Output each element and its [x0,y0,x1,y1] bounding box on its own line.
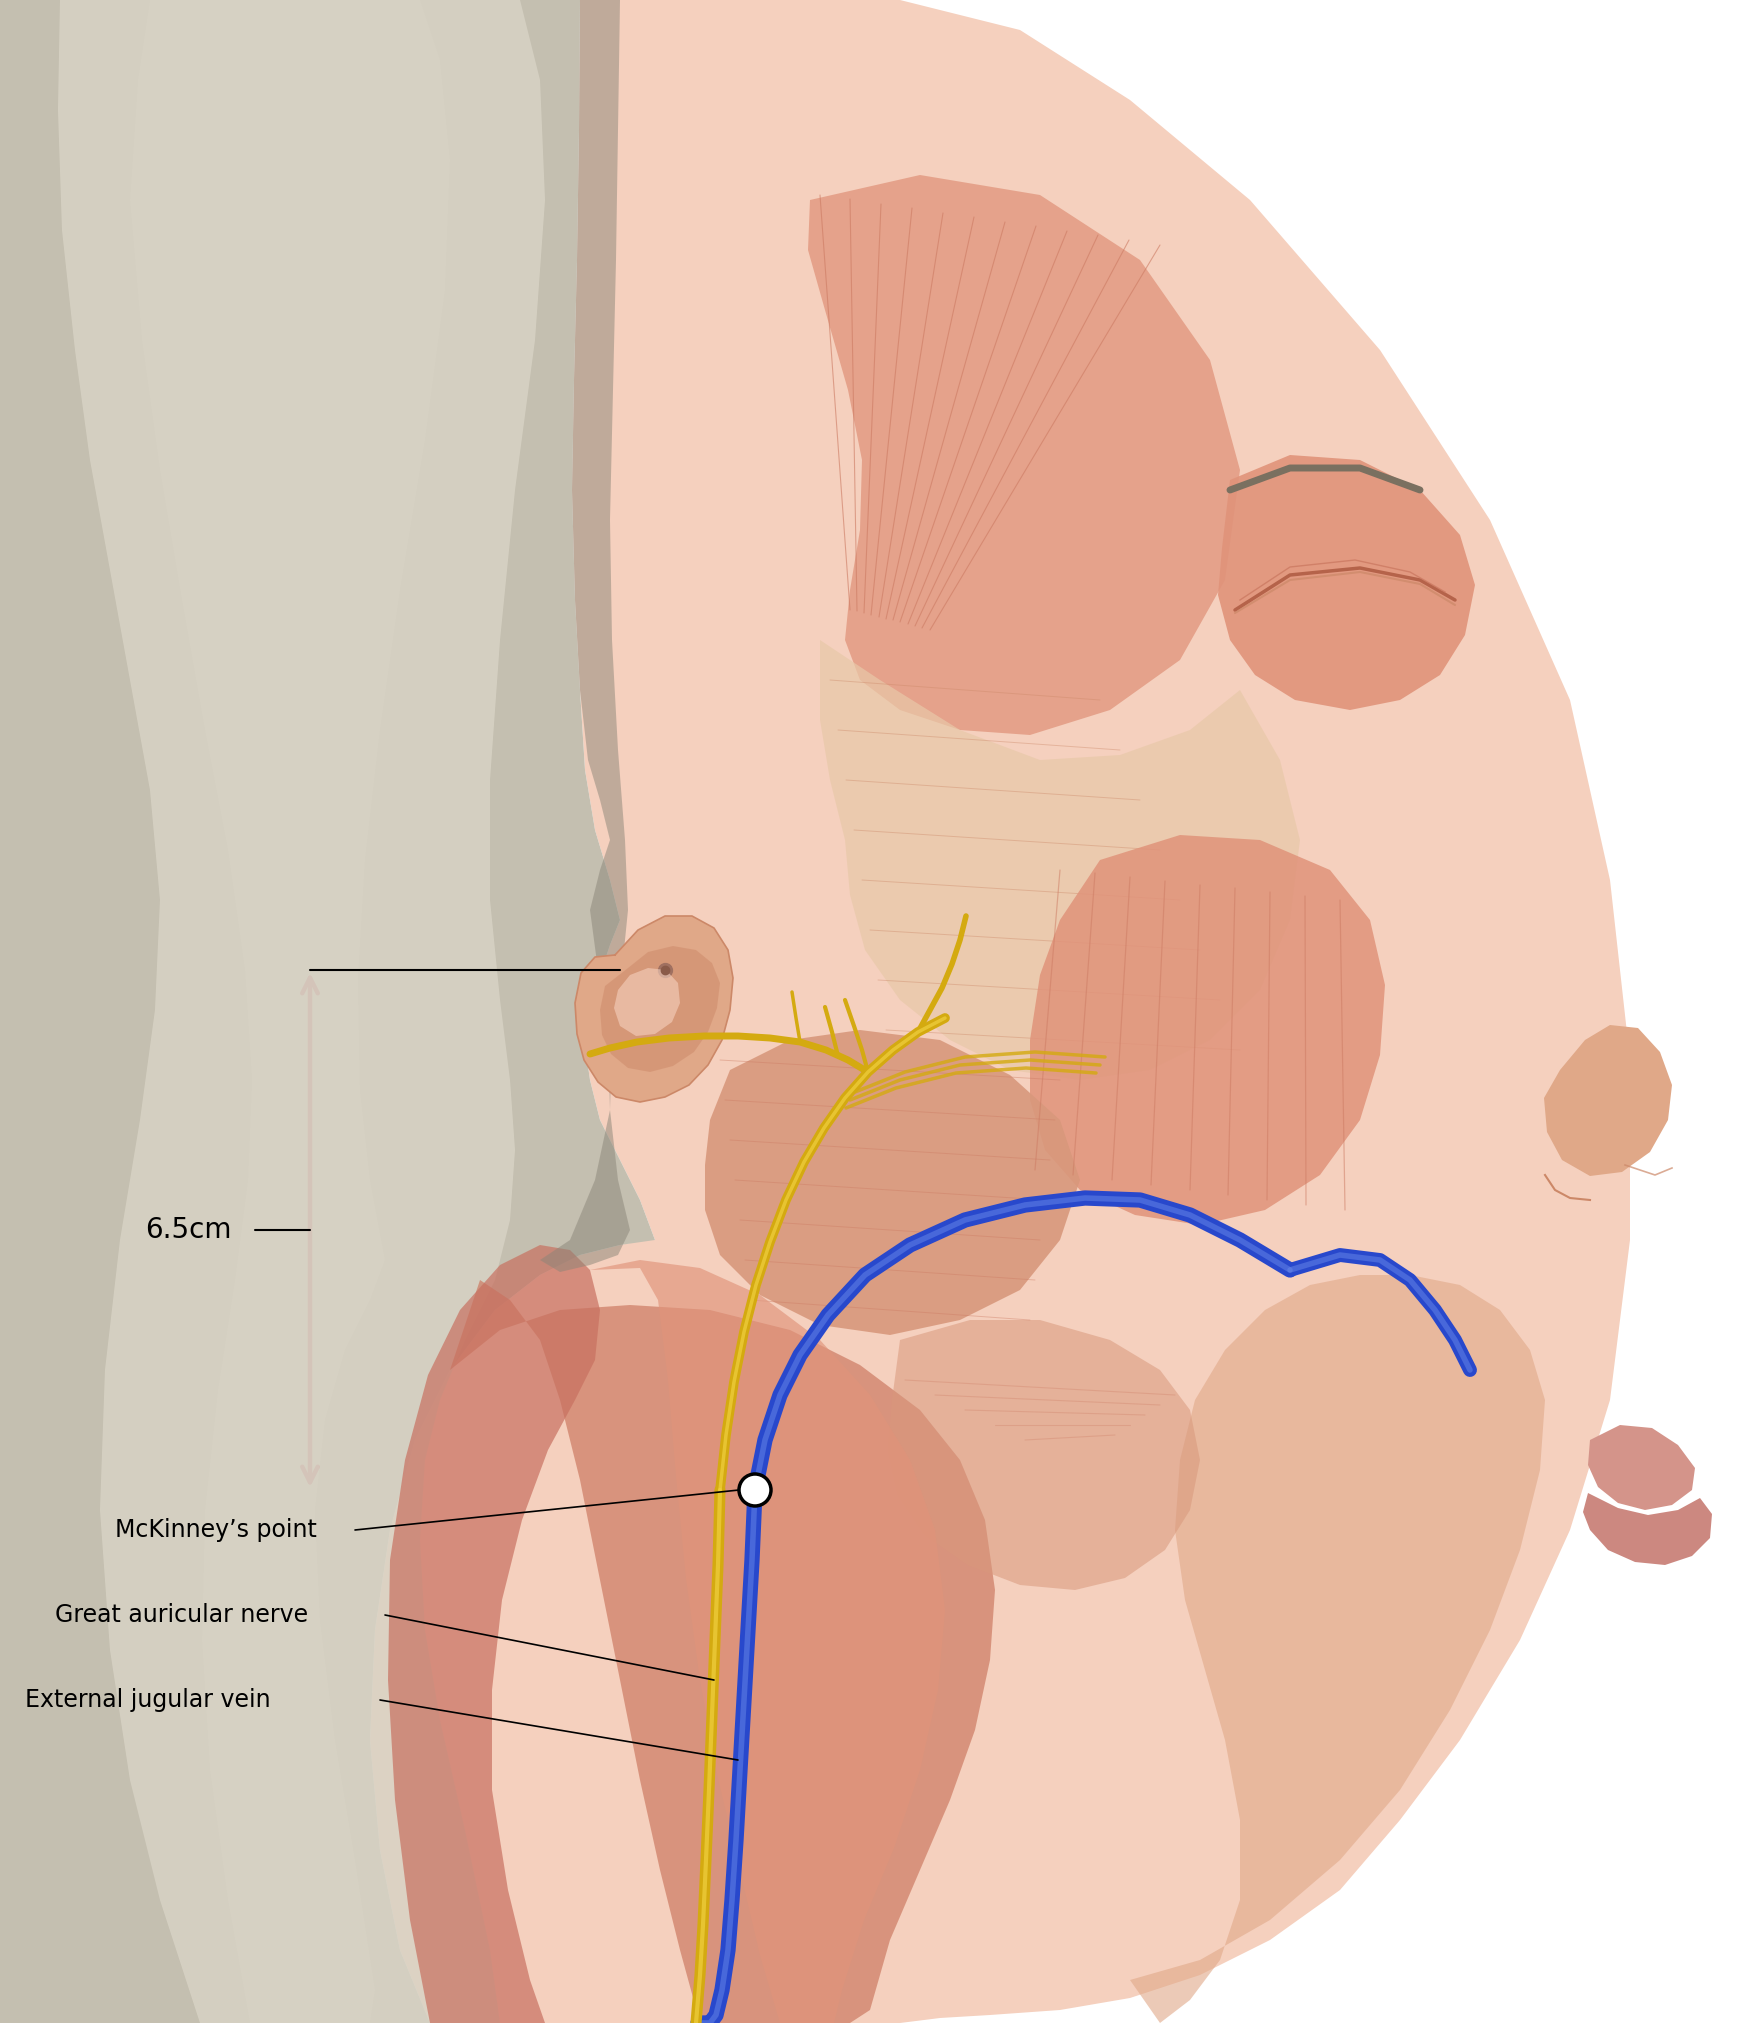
Polygon shape [771,81,1301,761]
Polygon shape [808,176,1241,734]
Polygon shape [1218,455,1475,710]
Polygon shape [370,0,1630,2023]
Polygon shape [58,0,546,2023]
Text: External jugular vein: External jugular vein [25,1687,271,1711]
Polygon shape [0,0,655,2023]
Polygon shape [387,1244,600,2023]
Polygon shape [820,639,1301,1080]
Polygon shape [1544,1026,1672,1175]
Polygon shape [614,967,679,1036]
Text: Great auricular nerve: Great auricular nerve [55,1602,308,1626]
Text: McKinney’s point: McKinney’s point [114,1517,317,1542]
Polygon shape [1582,1493,1712,1566]
Polygon shape [130,0,451,2023]
Polygon shape [1030,835,1385,1226]
Polygon shape [540,0,630,1272]
Polygon shape [889,1319,1200,1590]
Polygon shape [1130,1274,1545,2023]
Text: 6.5cm: 6.5cm [144,1216,232,1244]
Circle shape [739,1475,771,1505]
Polygon shape [590,1260,945,2023]
Polygon shape [1588,1424,1695,1509]
Polygon shape [600,947,720,1072]
Polygon shape [706,1030,1081,1335]
Polygon shape [451,1281,994,2023]
Polygon shape [576,916,732,1103]
